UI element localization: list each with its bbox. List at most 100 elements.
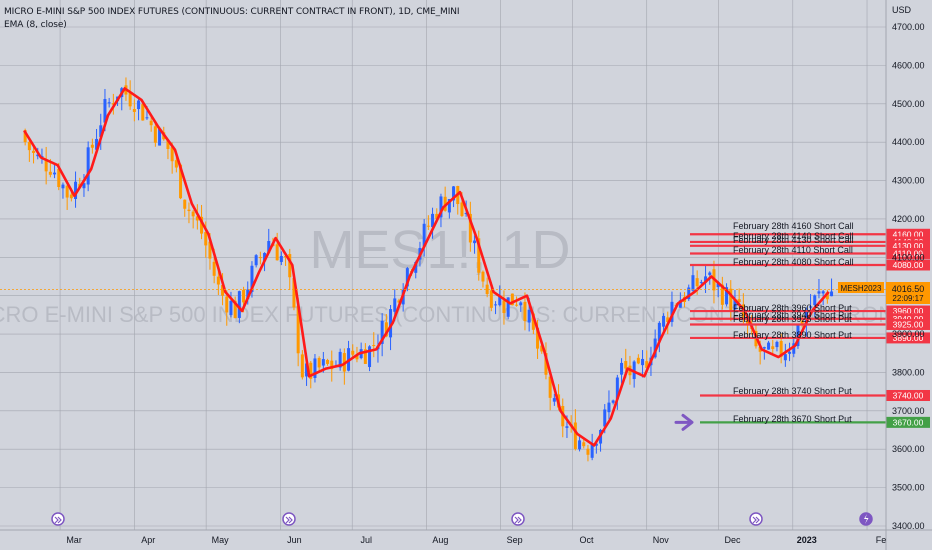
candle-body (510, 293, 514, 306)
time-tick-label: Dec (725, 535, 742, 545)
time-tick-label: 2023 (797, 535, 817, 545)
candle-body (53, 172, 57, 175)
candle-body (61, 184, 65, 189)
candle-body (233, 300, 237, 319)
candle-body (573, 422, 577, 449)
option-price-badge (886, 228, 930, 240)
candle-body (204, 232, 208, 246)
candle-body (363, 349, 367, 364)
candle-body (594, 443, 598, 446)
dividend-event-icon[interactable] (511, 512, 525, 526)
options-levels: February 28th 4160 Short Call 4160.00 Febr… (690, 221, 930, 428)
candle-body (653, 338, 657, 358)
candle-body (468, 213, 472, 243)
candle-body (729, 288, 733, 312)
option-price-badge (886, 313, 930, 325)
option-price-label: 4080.00 (893, 260, 924, 270)
candle-body (267, 240, 271, 253)
candle-body (44, 159, 48, 172)
price-tick-label: 4500.00 (892, 99, 925, 109)
price-tick-label: 3400.00 (892, 521, 925, 531)
indicator-label: EMA (8, close) (4, 20, 67, 30)
option-label: February 28th 3890 Short Put (733, 330, 852, 340)
candle-body (485, 284, 489, 295)
candle-body (23, 130, 27, 143)
candle-body (641, 358, 645, 366)
candle-body (636, 357, 640, 364)
candle-body (523, 301, 527, 322)
candle-body (435, 213, 439, 219)
candle-body (565, 426, 569, 428)
time-axis[interactable]: Mar Apr May Jun Jul Aug Sep Oct Nov Dec 2023 Fe (0, 529, 932, 545)
option-price-badge (886, 332, 930, 344)
candle-body (548, 376, 552, 398)
option-price-label: 3890.00 (893, 333, 924, 343)
candle-body (57, 168, 61, 188)
candle-body (305, 363, 309, 377)
candle-body (200, 216, 204, 234)
candle-body (477, 238, 481, 273)
option-price-badge (886, 389, 930, 401)
current-price: 4016.50 (892, 284, 925, 294)
candle-body (792, 343, 796, 354)
candle-body (825, 292, 829, 300)
time-tick-label: Jul (360, 535, 372, 545)
candle-body (582, 442, 586, 447)
candle-body (804, 311, 808, 324)
candle-body (624, 361, 628, 369)
candle-body (414, 262, 418, 273)
candle-body (48, 171, 52, 175)
candle-body (263, 253, 267, 262)
time-tick-label: Aug (432, 535, 448, 545)
candle-body (321, 359, 325, 366)
candle-body (254, 255, 258, 266)
candle-body (90, 144, 94, 148)
candle-body (372, 345, 376, 347)
dividend-event-icon[interactable] (51, 512, 65, 526)
candle-body (355, 354, 359, 360)
price-axis[interactable]: USD 4700.00 4600.00 4500.00 4400.00 4300.00 4… (885, 0, 925, 550)
candle-body (586, 448, 590, 455)
candle-body (775, 341, 779, 348)
candle-body (246, 289, 250, 300)
candle-body (443, 196, 447, 211)
candle-body (103, 99, 107, 123)
candle-body (779, 340, 783, 357)
candle-body (460, 202, 464, 216)
candle-body (536, 327, 540, 349)
candle-body (796, 324, 800, 347)
price-tick-label: 4100.00 (892, 252, 925, 262)
ema-line (23, 87, 830, 447)
candle-body (708, 272, 712, 275)
time-tick-label: Oct (579, 535, 594, 545)
candle-body (389, 309, 393, 338)
candle-body (783, 354, 787, 361)
candle-body (506, 297, 510, 317)
candle-body (74, 181, 78, 199)
candle-body (292, 277, 296, 308)
candle-body (746, 319, 750, 326)
candle-body (242, 289, 246, 303)
dividend-event-icon[interactable] (749, 512, 763, 526)
price-tick-label: 3700.00 (892, 406, 925, 416)
candle-body (771, 346, 775, 350)
candle-body (221, 284, 225, 296)
time-tick-label: Jun (287, 535, 302, 545)
lightning-event-icon[interactable] (859, 512, 873, 526)
candle-body (288, 254, 292, 278)
candle-body (603, 409, 607, 427)
dividend-event-icon[interactable] (282, 512, 296, 526)
candle-body (737, 299, 741, 303)
price-tick-label: 3500.00 (892, 483, 925, 493)
candle-body (716, 283, 720, 288)
option-label: February 28th 4080 Short Call (733, 257, 854, 267)
candle-body (405, 268, 409, 287)
candle-body (351, 350, 355, 355)
event-icons[interactable] (51, 512, 873, 526)
price-tick-label: 4200.00 (892, 214, 925, 224)
candle-body (662, 315, 666, 327)
candle-body (645, 361, 649, 368)
candle-body (431, 213, 435, 228)
